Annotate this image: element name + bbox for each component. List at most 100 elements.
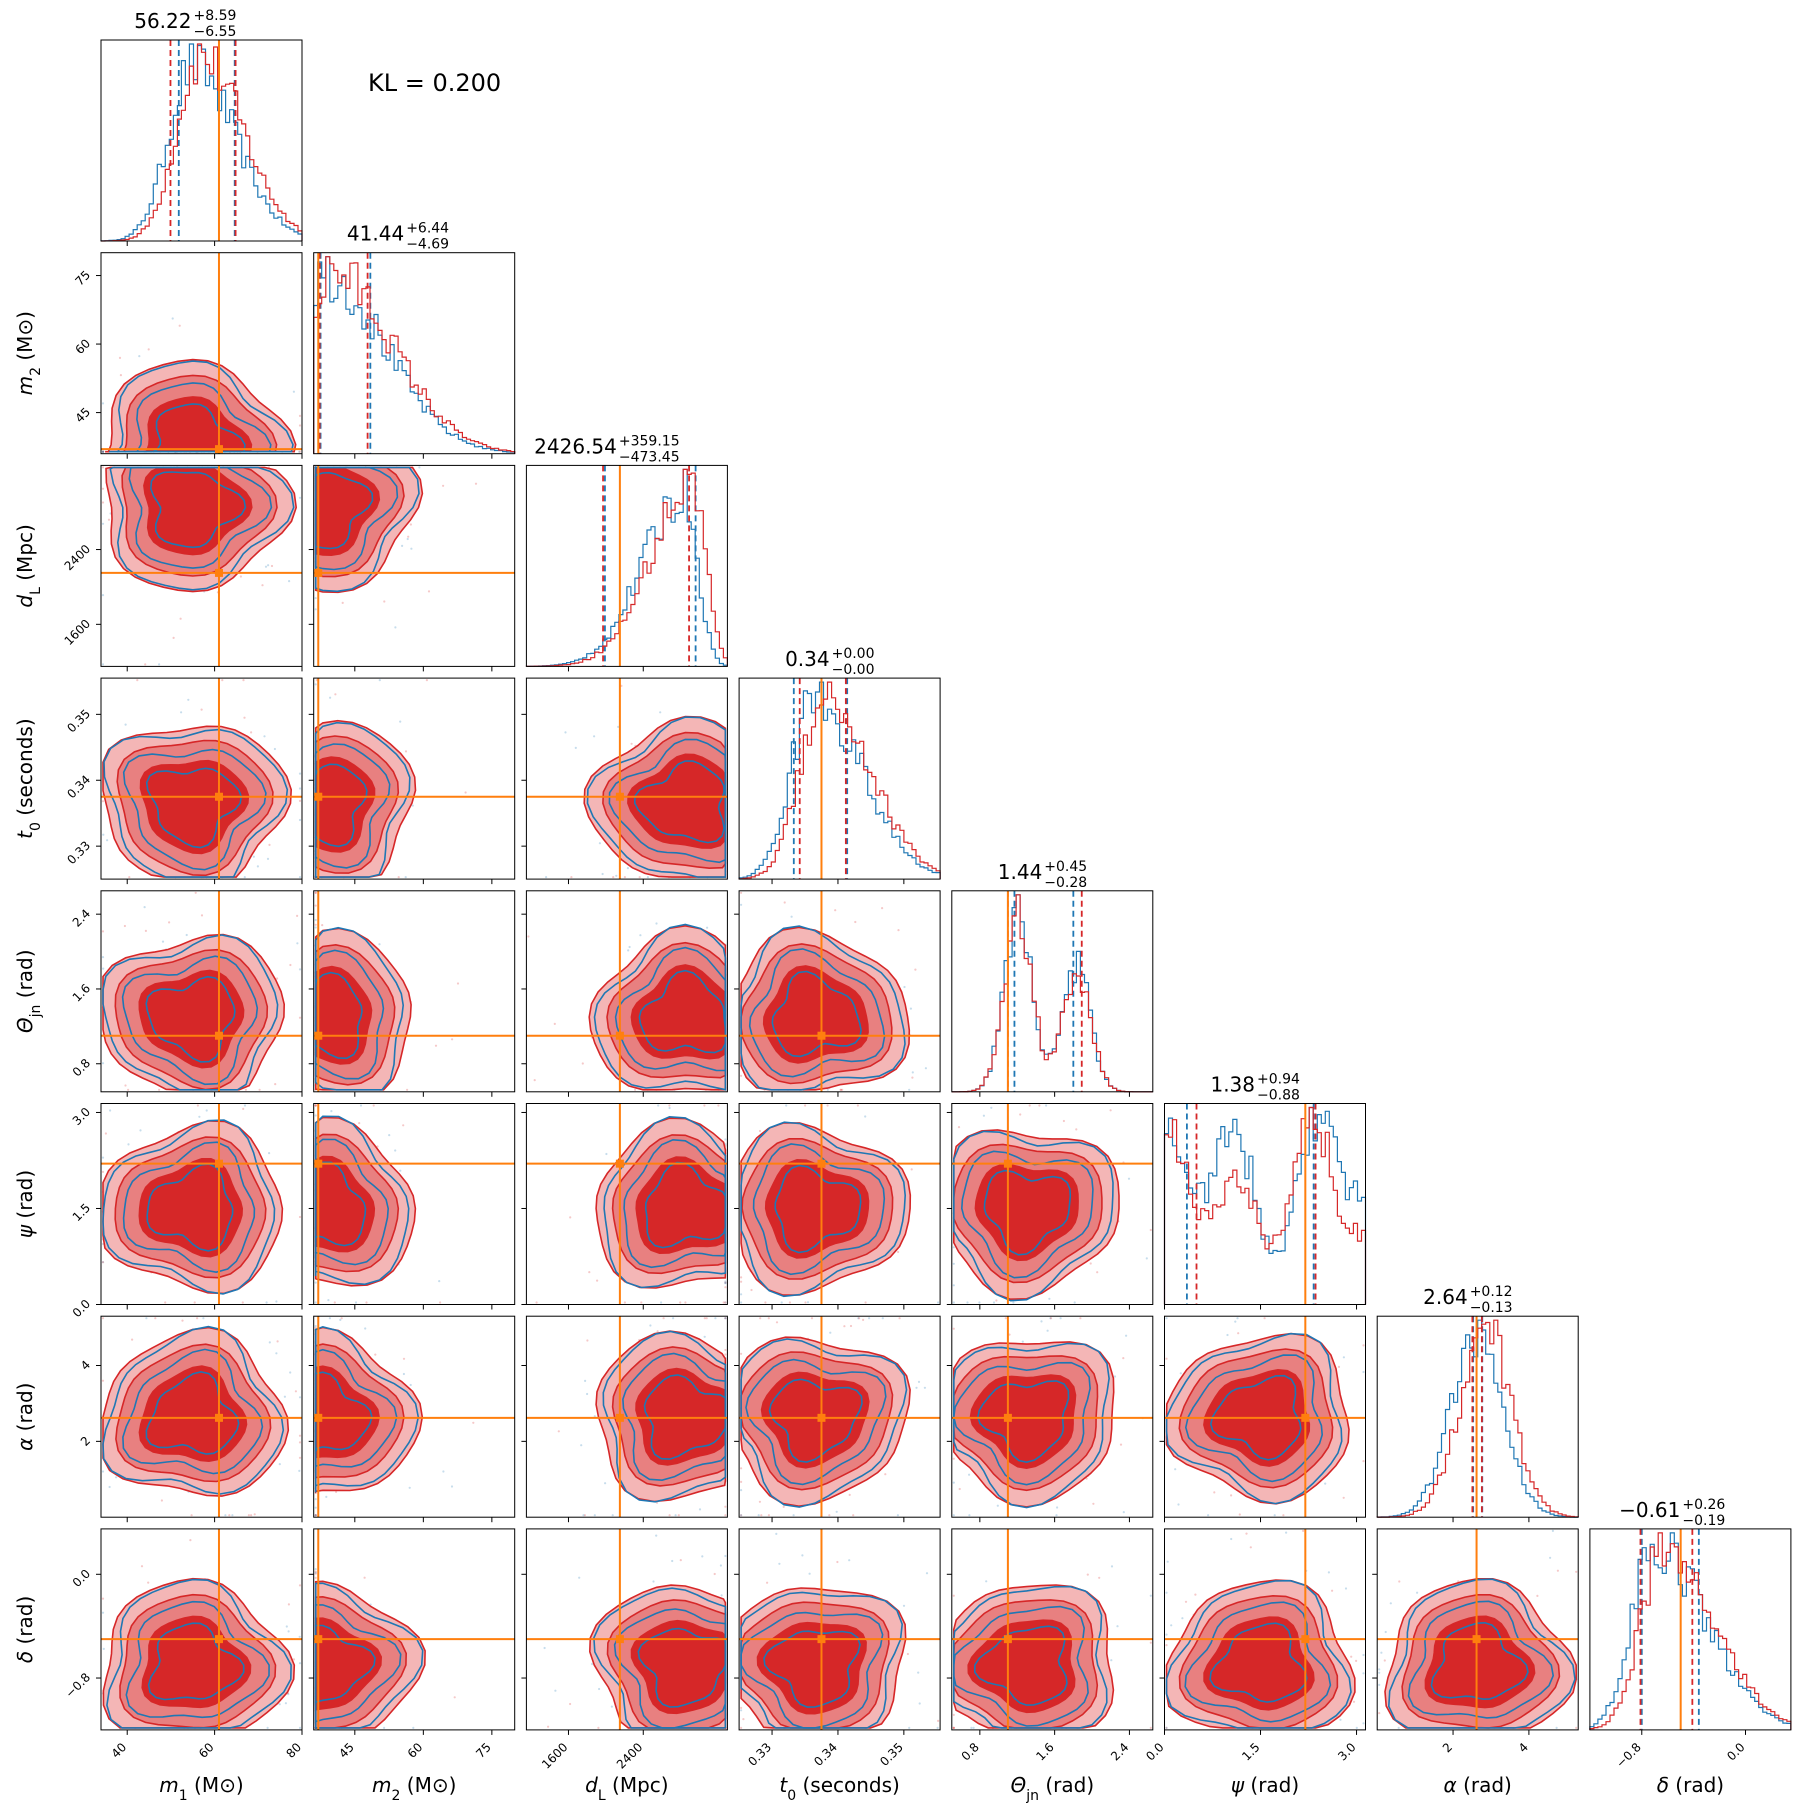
sample-point (266, 1726, 269, 1729)
truth-marker (1003, 1159, 1012, 1168)
sample-point (327, 1299, 330, 1302)
truth-marker (314, 568, 323, 577)
sample-point (278, 1703, 281, 1706)
sample-point (1551, 1529, 1554, 1532)
sample-point (757, 1514, 760, 1517)
sample-point (154, 1317, 157, 1320)
panel-frame (313, 1315, 516, 1518)
sample-point (610, 1705, 614, 1708)
sample-point (275, 1352, 278, 1355)
x-tick-label-m2: 60 (405, 1740, 426, 1761)
sample-point (1549, 1556, 1552, 1559)
sample-point (107, 518, 111, 521)
sample-point (298, 1215, 302, 1219)
truth-marker (314, 1413, 323, 1422)
hist-red-m1 (101, 43, 303, 242)
truth-marker (817, 1635, 826, 1644)
sample-point (857, 1317, 860, 1320)
sample-point (242, 1107, 245, 1110)
sample-point (1062, 1119, 1065, 1123)
sample-point (724, 1317, 727, 1320)
sample-point (533, 1079, 536, 1082)
sample-point (970, 1726, 973, 1729)
title-median-delta: −0.61 (1619, 1498, 1680, 1522)
sample-point (276, 1340, 279, 1343)
sample-point (101, 956, 105, 959)
sample-point (657, 1104, 660, 1107)
sample-point (339, 1318, 342, 1321)
sample-point (952, 1594, 955, 1597)
sample-point (394, 1149, 397, 1152)
sample-point (958, 1487, 961, 1491)
panel-frame (738, 890, 941, 1093)
sample-point (578, 1576, 581, 1579)
sample-point (266, 857, 270, 861)
sample-point (1342, 1496, 1345, 1499)
sample-point (724, 1280, 727, 1283)
sample-point (617, 725, 620, 729)
sample-point (598, 842, 602, 845)
sample-point (411, 804, 414, 807)
sample-point (298, 1016, 302, 1019)
sample-point (164, 1301, 167, 1304)
sample-point (287, 1603, 290, 1606)
sample-point (106, 839, 109, 842)
sample-point (1378, 1712, 1381, 1715)
sample-point (569, 1216, 572, 1219)
sample-point (378, 943, 381, 946)
sample-point (906, 1652, 910, 1656)
contour-blue-inner (633, 760, 725, 844)
sample-point (147, 348, 150, 351)
contour-blue-outer (603, 1115, 727, 1289)
sample-point (1048, 1297, 1051, 1300)
sample-point (298, 1456, 302, 1459)
sample-point (937, 1301, 940, 1304)
sample-point (674, 1514, 677, 1517)
sample-point (256, 865, 259, 868)
sample-point (365, 1301, 368, 1304)
sample-point (265, 1301, 268, 1304)
sample-point (775, 1532, 778, 1535)
sample-point (1021, 1340, 1024, 1343)
title-minus-m1: −6.55 (194, 24, 237, 40)
panel-frame (738, 1528, 941, 1731)
contour-red-inner (967, 1619, 1076, 1714)
panel-delta-vs-t0: 0.33 0.34 0.35 (734, 1528, 941, 1769)
sample-point (314, 608, 317, 611)
x-tick-label-thetajn: 0.8 (959, 1740, 982, 1763)
sample-point (1165, 1633, 1168, 1636)
y-tick-label-psi: 1.5 (70, 1201, 93, 1224)
sample-point (1119, 1443, 1123, 1446)
y-tick-label-psi: 0.0 (70, 1297, 93, 1320)
panel-frame (1164, 1103, 1366, 1305)
sample-point (1575, 1726, 1578, 1729)
sample-point (1008, 1333, 1011, 1336)
sample-point (333, 1301, 336, 1304)
panel-dL-vs-m1: 1600 2400 (62, 464, 303, 672)
contour-red-inner (756, 1621, 867, 1715)
truth-marker (314, 1031, 323, 1040)
sample-point (1339, 1718, 1342, 1721)
sample-point (1122, 1511, 1125, 1514)
sample-point (1125, 1334, 1128, 1337)
panel-t0-vs-m1: 0.33 0.34 0.35 (64, 677, 303, 885)
title-median-t0: 0.34 (785, 647, 830, 671)
sample-point (101, 1261, 105, 1264)
panel-frame (738, 677, 941, 880)
sample-point (957, 1126, 961, 1129)
sample-point (298, 968, 302, 971)
y-tick-label-m2: 45 (72, 405, 93, 426)
contour-blue-outer (102, 934, 279, 1091)
sample-point (864, 1115, 867, 1118)
sample-point (985, 1580, 988, 1583)
sample-point (1362, 1370, 1365, 1374)
sample-point (1028, 1104, 1031, 1107)
contour-blue-mid (122, 748, 267, 871)
sample-point (158, 1088, 161, 1091)
sample-point (982, 1114, 986, 1117)
sample-point (601, 872, 604, 876)
title-plus-alpha: +0.12 (1470, 1284, 1513, 1300)
sample-point (383, 600, 386, 603)
sample-point (1073, 1301, 1076, 1304)
sample-point (909, 1007, 913, 1010)
